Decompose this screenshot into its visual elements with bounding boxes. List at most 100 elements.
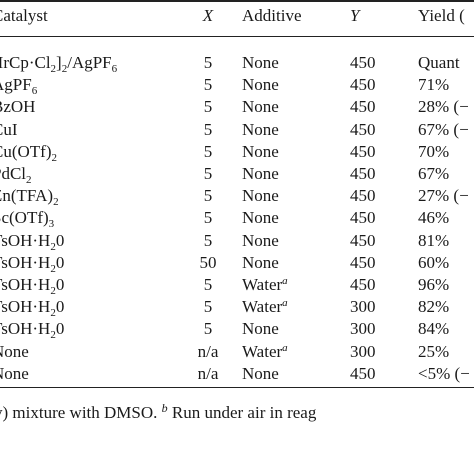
- catalyst-subscript: 3: [48, 218, 55, 230]
- cell-additive: None: [242, 364, 279, 384]
- catalyst-subscript: 2: [53, 196, 59, 208]
- cell-y: 450: [350, 208, 376, 227]
- catalyst-text: /AgPF: [67, 53, 112, 72]
- catalyst-subscript: 6: [31, 85, 38, 97]
- cell-yield: 28% (−: [418, 97, 469, 116]
- catalyst-text: [IrCp·Cl: [0, 53, 51, 72]
- additive-text: Water: [242, 342, 283, 361]
- additive-text: None: [242, 120, 279, 139]
- table-top-rule: [0, 0, 474, 2]
- catalyst-subscript: 2: [50, 285, 56, 297]
- cell-catalyst: TsOH·H20: [0, 275, 64, 297]
- additive-footnote-marker: a: [282, 275, 288, 287]
- cell-y: 450: [350, 231, 376, 250]
- cell-additive: None: [242, 319, 279, 339]
- catalyst-text: 0: [55, 253, 65, 272]
- additive-text: None: [242, 231, 279, 250]
- additive-text: None: [242, 53, 279, 72]
- cell-yield: 96%: [418, 275, 450, 294]
- cell-y: 450: [350, 253, 376, 272]
- cell-catalyst: Zn(TFA)2: [0, 186, 59, 208]
- cell-yield: 67%: [418, 164, 450, 183]
- catalyst-text: Sc(OTf): [0, 208, 49, 227]
- footnote-marker-b: b: [161, 401, 168, 415]
- cell-y: 450: [350, 142, 376, 161]
- catalyst-text: AgPF: [0, 75, 32, 94]
- cell-y: 450: [350, 97, 376, 116]
- catalyst-text: TsOH·H: [0, 297, 51, 316]
- cell-x: 5: [203, 231, 213, 250]
- cell-catalyst: TsOH·H20: [0, 319, 64, 341]
- cell-additive: None: [242, 164, 279, 184]
- cell-yield: 70%: [418, 142, 450, 161]
- additive-text: None: [242, 75, 279, 94]
- cell-x: 5: [203, 208, 213, 227]
- catalyst-subscript: 2: [51, 152, 57, 164]
- catalyst-text: None: [0, 342, 29, 361]
- catalyst-text: TsOH·H: [0, 275, 51, 294]
- cell-catalyst: TsOH·H20: [0, 253, 65, 275]
- catalyst-text: None: [0, 364, 29, 383]
- cell-additive: None: [242, 53, 279, 73]
- additive-text: None: [242, 164, 279, 183]
- header-x: X: [202, 6, 214, 25]
- cell-x: 5: [203, 120, 213, 139]
- cell-additive: Watera: [242, 342, 288, 362]
- catalyst-text: ]: [56, 53, 62, 72]
- cell-catalyst: TsOH·H20: [0, 297, 65, 319]
- header-y: Y: [350, 6, 360, 25]
- cell-x: 5: [203, 53, 213, 72]
- footnote-text-a: v) mixture with DMSO.: [0, 403, 162, 422]
- cell-x: 5: [203, 275, 213, 294]
- additive-text: None: [242, 208, 279, 227]
- catalyst-text: BzOH: [0, 97, 36, 116]
- cell-additive: None: [242, 97, 279, 117]
- cell-catalyst: PdCl2: [0, 164, 32, 186]
- catalyst-subscript: 2: [50, 241, 56, 253]
- cell-catalyst: None: [0, 342, 29, 362]
- cell-additive: None: [242, 231, 279, 251]
- catalyst-text: Cu(OTf): [0, 142, 52, 161]
- catalyst-text: 0: [55, 297, 65, 316]
- catalyst-subscript: 2: [26, 174, 32, 186]
- header-yield: Yield (: [418, 6, 465, 25]
- cell-x: 5: [203, 142, 213, 161]
- additive-text: None: [242, 97, 279, 116]
- catalyst-text: PdCl: [0, 164, 27, 183]
- cell-catalyst: TsOH·H20: [0, 231, 65, 253]
- additive-text: None: [242, 186, 279, 205]
- cell-additive: None: [242, 142, 279, 162]
- cell-yield: 27% (−: [418, 186, 469, 205]
- cell-x: 5: [203, 297, 213, 316]
- cell-yield: 25%: [418, 342, 450, 361]
- cell-catalyst: BzOH: [0, 97, 35, 117]
- catalyst-text: TsOH·H: [0, 253, 51, 272]
- cell-x: 50: [199, 253, 217, 272]
- cell-yield: 67% (−: [418, 120, 469, 139]
- table-header-rule: [0, 36, 474, 37]
- catalyst-text: TsOH·H: [0, 231, 51, 250]
- cell-x: n/a: [197, 342, 219, 361]
- cell-catalyst: None: [0, 364, 29, 384]
- catalyst-subscript: 2: [61, 63, 68, 75]
- catalyst-text: CuI: [0, 120, 18, 139]
- cell-yield: <5% (−: [418, 364, 470, 383]
- cell-y: 450: [350, 75, 376, 94]
- cell-x: 5: [203, 164, 213, 183]
- cell-additive: None: [242, 120, 279, 140]
- additive-text: None: [242, 253, 279, 272]
- additive-text: None: [242, 142, 279, 161]
- cell-y: 450: [350, 275, 376, 294]
- additive-text: None: [242, 319, 279, 338]
- cell-additive: Watera: [242, 297, 288, 317]
- cell-y: 300: [350, 297, 376, 316]
- additive-footnote-marker: a: [282, 342, 288, 354]
- catalyst-subscript: 6: [111, 63, 118, 75]
- cell-additive: Watera: [242, 275, 288, 295]
- catalyst-text: 0: [55, 231, 65, 250]
- table-footnote: v) mixture with DMSO. b Run under air in…: [0, 401, 316, 423]
- catalyst-subscript: 2: [50, 329, 56, 341]
- cell-catalyst: Cu(OTf)2: [0, 142, 57, 164]
- cell-x: 5: [203, 186, 213, 205]
- header-catalyst: Catalyst: [0, 6, 48, 25]
